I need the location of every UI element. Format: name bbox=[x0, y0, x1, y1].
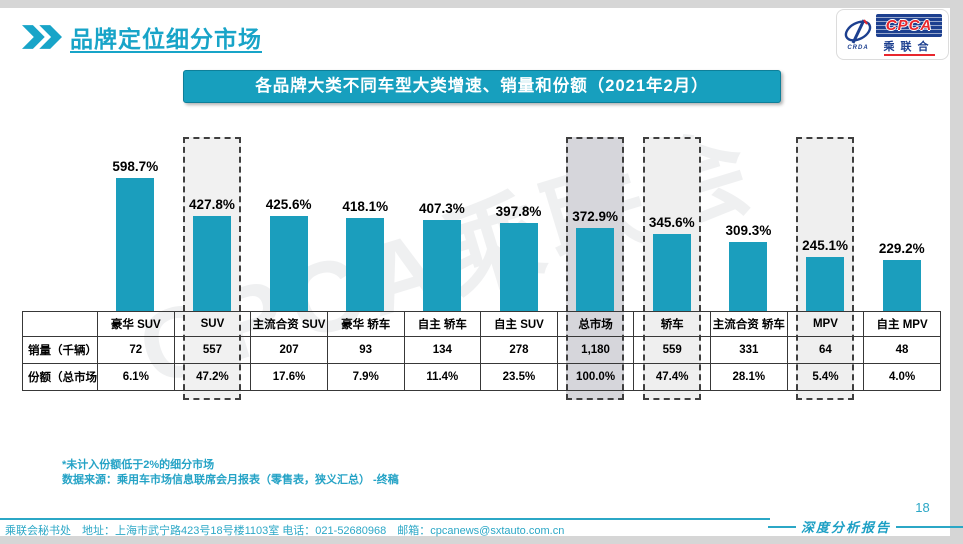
report-label-text: 深度分析报告 bbox=[801, 520, 892, 535]
double-chevron-icon bbox=[22, 25, 62, 49]
table-row: 份额（总市场）6.1%47.2%17.6%7.9%11.4%23.5%100.0… bbox=[22, 363, 941, 391]
table-cell-MPV: 64 bbox=[786, 336, 865, 364]
table-header-轿车: 轿车 bbox=[633, 311, 711, 337]
table-cell-SUV: 47.2% bbox=[173, 363, 252, 391]
table-cell-主流合资 SUV: 207 bbox=[250, 336, 328, 364]
row-label: 销量（千辆） bbox=[22, 336, 98, 364]
bar-自主 MPV bbox=[882, 260, 921, 311]
chart-title: 各品牌大类不同车型大类增速、销量和份额（2021年2月） bbox=[183, 70, 781, 103]
table-cell-豪华 轿车: 7.9% bbox=[326, 363, 405, 391]
table-cell-总市场: 1,180 bbox=[556, 336, 635, 364]
table-cell-豪华 SUV: 72 bbox=[97, 336, 175, 364]
data-table: 豪华 SUV SUV 主流合资 SUV 豪华 轿车 自主 轿车 自主 SUV 总市场 轿车 主流… bbox=[22, 311, 941, 391]
table-corner-cell bbox=[22, 311, 98, 337]
bar-value-主流合资 SUV: 425.6% bbox=[265, 197, 312, 212]
table-row: 销量（千辆） 72 557 207 93 134 278 1,180 559 331 64 48 bbox=[22, 336, 941, 364]
table-header-总市场: 总市场 bbox=[556, 311, 635, 337]
bar-value-MPV: 245.1% bbox=[802, 238, 848, 253]
bar-value-自主 MPV: 229.2% bbox=[878, 241, 925, 256]
bar-value-轿车: 345.6% bbox=[648, 215, 695, 230]
table-header-SUV: SUV bbox=[173, 311, 252, 337]
table-cell-SUV: 557 bbox=[173, 336, 252, 364]
footnotes: *未计入份额低于2%的细分市场 数据来源：乘用车市场信息联席会月报表（零售表，狭… bbox=[62, 458, 399, 488]
report-type-label: 深度分析报告 bbox=[768, 517, 963, 536]
table-cell-自主 轿车: 134 bbox=[403, 336, 482, 364]
table-cell-主流合资 SUV: 17.6% bbox=[250, 363, 328, 391]
table-header-豪华 轿车: 豪华 轿车 bbox=[326, 311, 405, 337]
swoosh-icon bbox=[844, 19, 872, 44]
table-cell-自主 MPV: 48 bbox=[863, 336, 941, 364]
logo-wordmark: CPCA 乘联合 bbox=[876, 13, 942, 56]
cpca-wordmark-box: CPCA bbox=[876, 13, 942, 37]
page-title: 品牌定位细分市场 bbox=[70, 26, 262, 52]
table-cell-自主 SUV: 23.5% bbox=[480, 363, 558, 391]
bar-value-自主 轿车: 407.3% bbox=[418, 201, 465, 216]
footnote-source: 数据来源：乘用车市场信息联席会月报表（零售表，狭义汇总） -终稿 bbox=[62, 474, 399, 486]
footnote-exclusion: *未计入份额低于2%的细分市场 bbox=[62, 459, 215, 471]
footer-divider bbox=[0, 518, 770, 520]
cpca-wordmark-text: CPCA bbox=[885, 16, 933, 34]
bar-豪华 SUV bbox=[116, 178, 155, 311]
table-cell-豪华 SUV: 6.1% bbox=[97, 363, 175, 391]
bar-value-主流合资 轿车: 309.3% bbox=[725, 223, 772, 238]
table-header-主流合资 轿车: 主流合资 轿车 bbox=[710, 311, 788, 337]
cpca-logo: CRDA CPCA 乘联合 bbox=[836, 9, 949, 60]
table-header-MPV: MPV bbox=[786, 311, 865, 337]
footer-contact: 乘联会秘书处 地址：上海市武宁路423号18号楼1103室 电话：021-526… bbox=[5, 525, 565, 537]
report-label-right-rule bbox=[896, 525, 963, 528]
table-header-自主 MPV: 自主 MPV bbox=[863, 311, 941, 337]
report-label-left-rule bbox=[768, 525, 796, 528]
bar-MPV bbox=[806, 257, 845, 311]
bar-总市场 bbox=[576, 228, 615, 311]
logo-mark: CRDA bbox=[843, 18, 873, 51]
table-cell-自主 轿车: 11.4% bbox=[403, 363, 482, 391]
bar-主流合资 SUV bbox=[269, 216, 308, 311]
bar-SUV bbox=[192, 216, 231, 311]
bar-value-自主 SUV: 397.8% bbox=[495, 204, 542, 219]
bar-value-豪华 轿车: 418.1% bbox=[342, 199, 389, 214]
bar-主流合资 轿车 bbox=[729, 242, 768, 311]
bar-value-SUV: 427.8% bbox=[189, 197, 235, 212]
table-cell-主流合资 轿车: 28.1% bbox=[710, 363, 788, 391]
bar-豪华 轿车 bbox=[346, 218, 385, 311]
table-cell-MPV: 5.4% bbox=[786, 363, 865, 391]
logo-small-text: CRDA bbox=[847, 45, 869, 51]
table-header-自主 轿车: 自主 轿车 bbox=[403, 311, 482, 337]
table-cell-自主 MPV: 4.0% bbox=[863, 363, 941, 391]
bar-自主 轿车 bbox=[422, 220, 461, 311]
bar-value-豪华 SUV: 598.7% bbox=[112, 159, 159, 174]
row-label: 份额（总市场） bbox=[22, 363, 98, 391]
bar-自主 SUV bbox=[499, 223, 538, 311]
logo-subtitle: 乘联合 bbox=[883, 38, 935, 56]
slide-header: 品牌定位细分市场 bbox=[22, 20, 262, 54]
table-header-主流合资 SUV: 主流合资 SUV bbox=[250, 311, 328, 337]
bar-轿车 bbox=[652, 234, 691, 311]
table-cell-总市场: 100.0% bbox=[556, 363, 635, 391]
table-cell-轿车: 559 bbox=[633, 336, 711, 364]
table-cell-自主 SUV: 278 bbox=[480, 336, 558, 364]
bar-value-总市场: 372.9% bbox=[572, 209, 619, 224]
table-cell-主流合资 轿车: 331 bbox=[710, 336, 788, 364]
table-header-豪华 SUV: 豪华 SUV bbox=[97, 311, 175, 337]
table-cell-豪华 轿车: 93 bbox=[326, 336, 405, 364]
table-cell-轿车: 47.4% bbox=[633, 363, 711, 391]
table-header-自主 SUV: 自主 SUV bbox=[480, 311, 558, 337]
page-number: 18 bbox=[915, 500, 930, 515]
table-header-row: 豪华 SUV SUV 主流合资 SUV 豪华 轿车 自主 轿车 自主 SUV 总市场 轿车 主流… bbox=[22, 311, 941, 337]
